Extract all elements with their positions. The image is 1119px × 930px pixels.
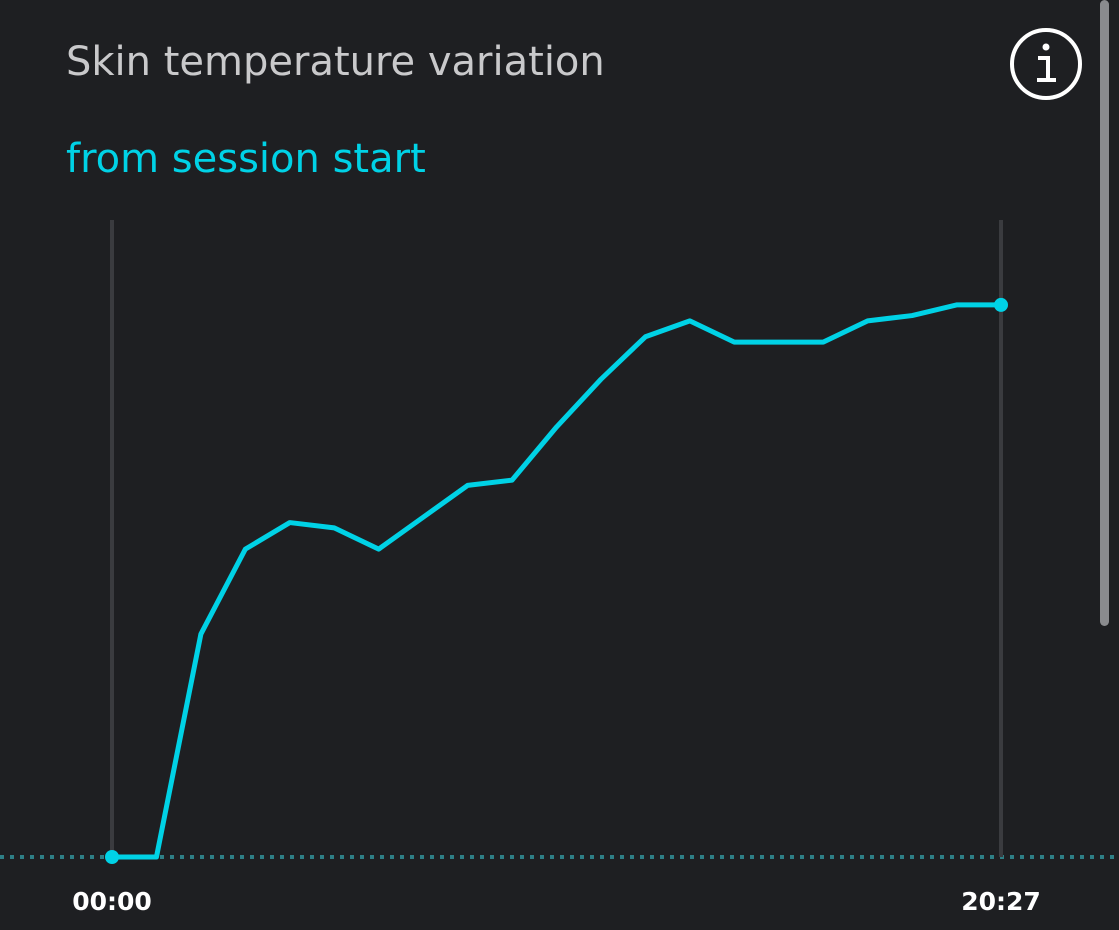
- x-tick-label: 20:27: [961, 887, 1041, 916]
- end-point: [105, 850, 119, 864]
- chart-subtitle: from session start: [66, 136, 426, 182]
- x-tick-label: 00:00: [72, 887, 152, 916]
- scrollbar[interactable]: [1100, 0, 1109, 626]
- info-icon-dot[interactable]: [1042, 43, 1050, 51]
- info-icon-ring[interactable]: [1010, 28, 1082, 100]
- chart-title: Skin temperature variation: [66, 39, 605, 85]
- end-point: [994, 297, 1008, 312]
- info-button[interactable]: [1010, 28, 1082, 100]
- data-line: [112, 302, 1001, 860]
- info-icon-stem[interactable]: [1037, 56, 1056, 82]
- plot: 00:00 20:27: [72, 220, 1041, 916]
